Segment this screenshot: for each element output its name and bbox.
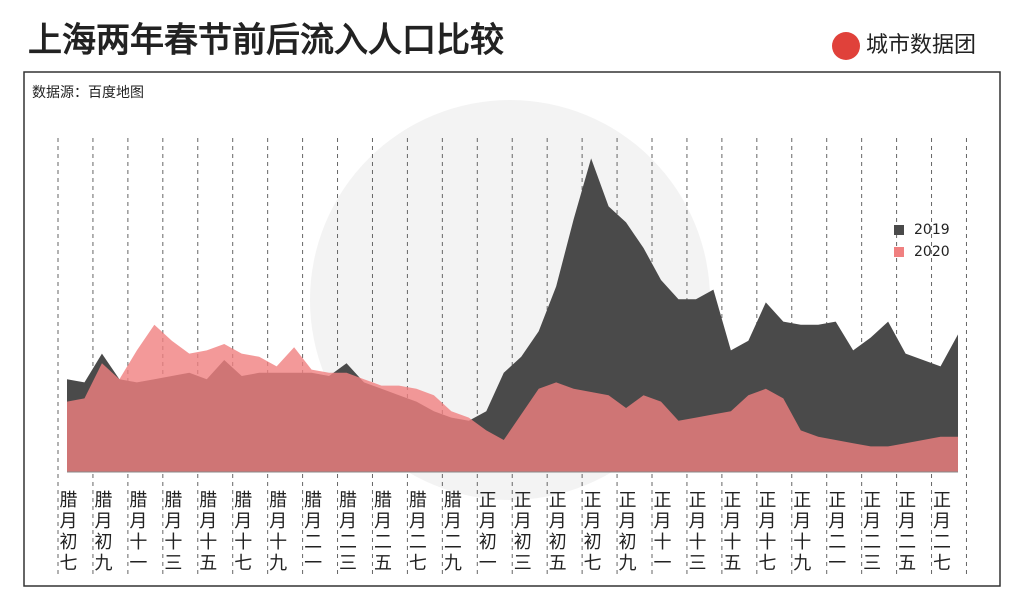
- x-tick-label: 腊月二三: [336, 490, 357, 574]
- legend-swatch: [894, 247, 904, 257]
- x-tick-label: 腊月十九: [266, 490, 287, 574]
- x-tick-label: 正月初七: [581, 490, 602, 574]
- legend-swatch: [894, 225, 904, 235]
- x-tick-label: 正月十五: [720, 490, 741, 574]
- chart-title: 上海两年春节前后流入人口比较: [28, 21, 504, 61]
- x-tick-label: 正月十九: [790, 490, 811, 574]
- x-tick-label: 正月二七: [930, 490, 951, 574]
- x-tick-label: 腊月二九: [441, 490, 462, 574]
- x-tick-label: 正月初五: [546, 490, 567, 574]
- x-tick-label: 正月二一: [825, 490, 846, 574]
- x-tick-label: 腊月初九: [91, 490, 112, 574]
- area: [67, 324, 958, 472]
- legend-label: 2020: [914, 244, 950, 260]
- source: 数据源：百度地图: [32, 85, 144, 101]
- x-tick-label: 腊月十五: [196, 490, 217, 574]
- x-tick-label: 腊月十七: [231, 490, 252, 574]
- x-tick-label: 腊月初七: [57, 490, 78, 574]
- brand: 城市数据团: [866, 33, 976, 58]
- x-tick-label: 正月初三: [511, 490, 532, 574]
- x-tick-label: 腊月二五: [371, 490, 392, 574]
- x-tick-label: 正月初九: [616, 490, 637, 574]
- frame: [23, 71, 1001, 587]
- x-tick-label: 腊月十三: [161, 490, 182, 574]
- x-tick-label: 正月初一: [476, 490, 497, 574]
- x-tick-label: 正月十一: [651, 490, 672, 574]
- brand-icon: [832, 32, 860, 60]
- x-tick-label: 腊月二一: [301, 490, 322, 574]
- x-tick-label: 正月十七: [755, 490, 776, 574]
- x-tick-label: 腊月二七: [406, 490, 427, 574]
- x-tick-label: 正月二三: [860, 490, 881, 574]
- legend-label: 2019: [914, 222, 950, 238]
- x-tick-label: 腊月十一: [126, 490, 147, 574]
- x-tick-label: 正月十三: [685, 490, 706, 574]
- x-tick-label: 正月二五: [895, 490, 916, 574]
